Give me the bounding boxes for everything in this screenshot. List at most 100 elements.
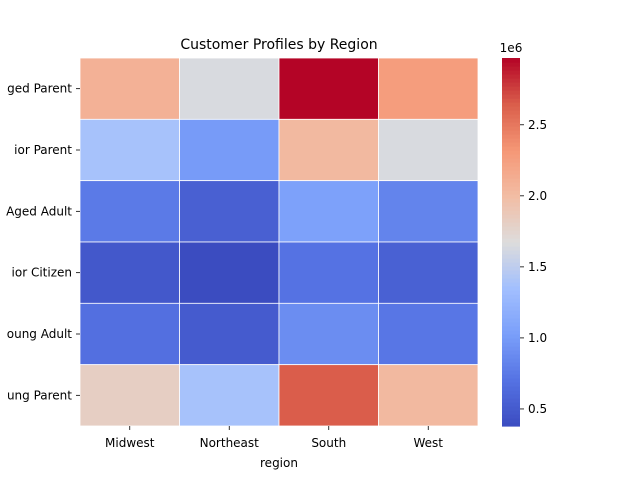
colorbar-segment [502,286,520,291]
colorbar-segment [502,362,520,367]
colorbar-segment [502,366,520,371]
colorbar-segment [502,402,520,407]
colorbar: 0.5 1.0 1.5 2.0 2.5 1e6 [500,41,547,427]
heatmap-cell [278,364,379,427]
colorbar-segment [502,198,520,203]
colorbar-segment [502,174,520,179]
x-tick-label: South [311,436,346,450]
y-tick-label: ior Parent [14,143,72,157]
colorbar-segment [502,126,520,131]
colorbar-segment [502,330,520,335]
colorbar-segment [502,274,520,279]
colorbar-segment [502,130,520,135]
colorbar-segment [502,122,520,127]
colorbar-segment [502,246,520,251]
heatmap-cell [179,302,280,366]
heatmap-cells [79,57,479,427]
heatmap-cell [378,302,479,366]
heatmap-cell [79,302,180,366]
colorbar-segment [502,386,520,391]
colorbar-segment [502,86,520,91]
colorbar-tick-label: 1.0 [528,331,547,345]
colorbar-segment [502,398,520,403]
colorbar-segment [502,382,520,387]
y-tick-label: oung Adult [7,327,73,341]
heatmap-cell [79,364,180,427]
colorbar-segment [502,262,520,267]
colorbar-segment [502,318,520,323]
colorbar-segment [502,338,520,343]
x-axis-label: region [260,456,298,470]
heatmap-cell [79,57,180,120]
colorbar-segment [502,94,520,99]
colorbar-segment [502,110,520,115]
colorbar-segment [502,182,520,187]
colorbar-segment [502,98,520,103]
colorbar-segment [502,258,520,263]
x-tick-label: Midwest [105,436,155,450]
colorbar-segment [502,394,520,399]
colorbar-segment [502,270,520,275]
colorbar-segment [502,370,520,375]
colorbar-segment [502,322,520,327]
colorbar-segment [502,334,520,339]
colorbar-segment [502,102,520,107]
colorbar-segment [502,326,520,331]
colorbar-segment [502,70,520,75]
colorbar-segment [502,178,520,183]
colorbar-segment [502,190,520,195]
colorbar-tick-label: 2.0 [528,189,547,203]
colorbar-segment [502,234,520,239]
colorbar-segment [502,350,520,355]
colorbar-segment [502,266,520,271]
heatmap-cell [179,364,280,427]
colorbar-segment [502,62,520,67]
heatmap-cell [278,57,379,120]
colorbar-segment [502,282,520,287]
colorbar-segment [502,222,520,227]
colorbar-segment [502,206,520,211]
heatmap-cell [179,241,280,304]
colorbar-segment [502,170,520,175]
colorbar-segment [502,114,520,119]
heatmap-cell [179,118,280,182]
heatmap-cell [79,180,180,243]
colorbar-segment [502,406,520,411]
colorbar-tick-label: 2.5 [528,118,547,132]
colorbar-segment [502,90,520,95]
colorbar-offset-label: 1e6 [500,41,523,55]
colorbar-segment [502,378,520,383]
heatmap-cell [378,241,479,304]
heatmap-cell [79,118,180,182]
colorbar-segment [502,310,520,315]
y-tick-label: Aged Adult [6,204,72,218]
heatmap-cell [278,302,379,366]
colorbar-segment [502,150,520,155]
y-axis-ticks: ged Parent ior Parent Aged Adult ior Citize… [6,82,80,402]
x-tick-label: Northeast [200,436,260,450]
heatmap-cell [79,241,180,304]
heatmap-cell [278,118,379,182]
colorbar-segment [502,254,520,259]
colorbar-segment [502,302,520,307]
colorbar-segment [502,214,520,219]
colorbar-segment [502,142,520,147]
colorbar-segment [502,358,520,363]
colorbar-tick-label: 1.5 [528,260,547,274]
colorbar-segment [502,230,520,235]
x-tick-label: West [413,436,443,450]
heatmap-cell [378,364,479,427]
colorbar-segment [502,298,520,303]
colorbar-segment [502,418,520,423]
colorbar-segment [502,134,520,139]
colorbar-segment [502,314,520,319]
colorbar-segment [502,346,520,351]
colorbar-segment [502,118,520,123]
colorbar-segment [502,218,520,223]
colorbar-segment [502,166,520,171]
colorbar-segment [502,78,520,83]
colorbar-segment [502,154,520,159]
colorbar-segment [502,146,520,151]
y-tick-label: ung Parent [7,388,72,402]
